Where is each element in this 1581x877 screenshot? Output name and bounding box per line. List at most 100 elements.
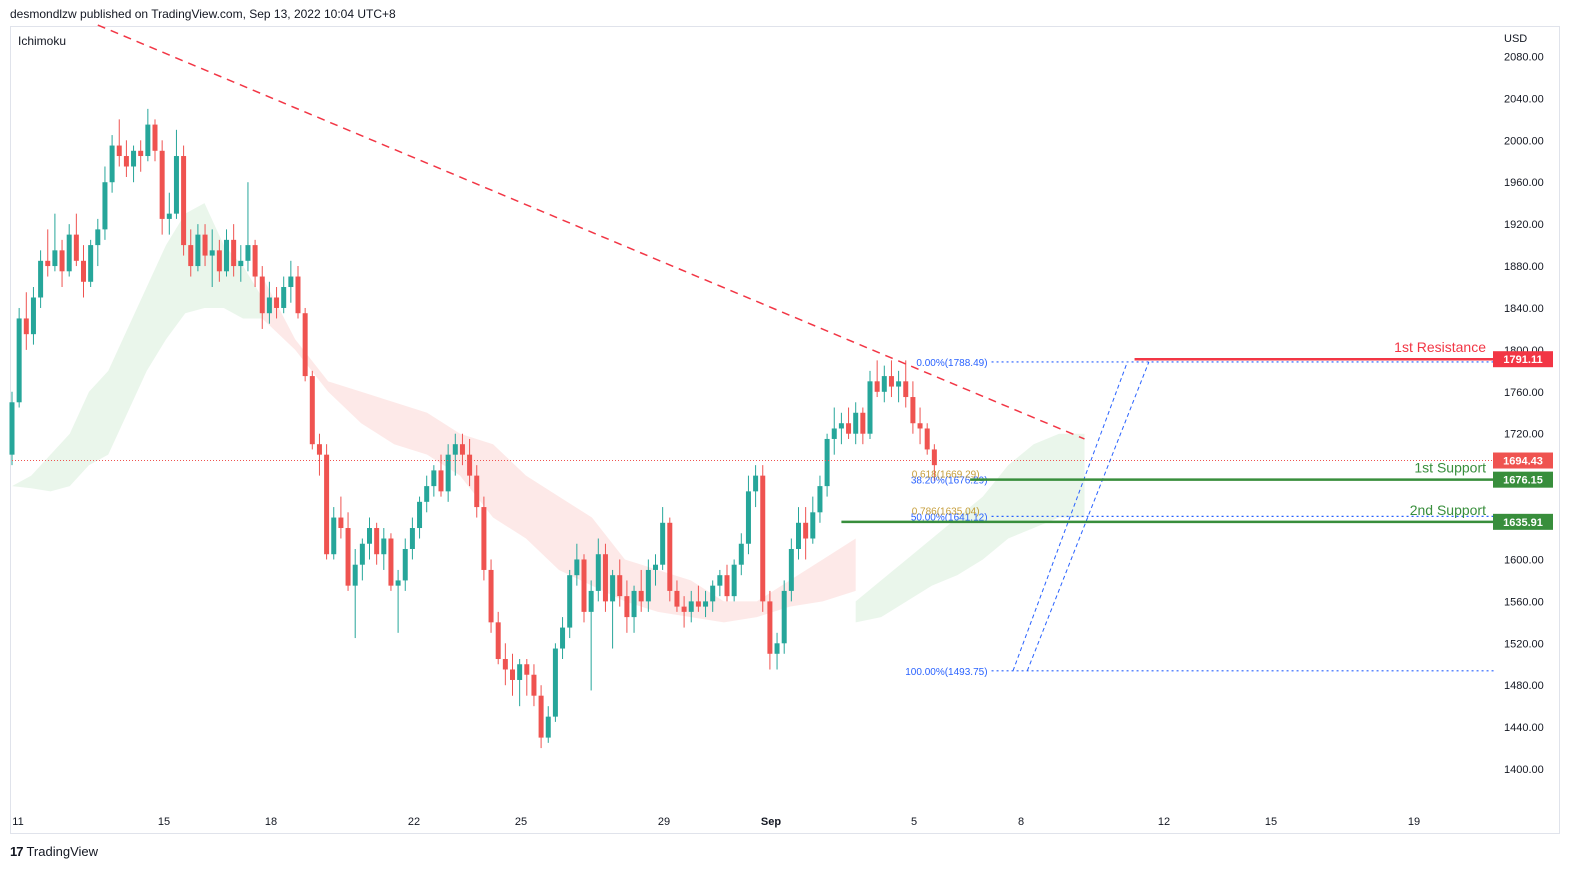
publisher-header: desmondlzw published on TradingView.com,… <box>10 7 396 21</box>
time-tick-label: 25 <box>515 816 527 828</box>
candle-body <box>359 543 365 565</box>
price-tick-label: 1520.00 <box>1504 638 1544 650</box>
candle-body <box>23 318 29 335</box>
candle-body <box>588 590 594 612</box>
candle-body <box>817 486 823 513</box>
candle-body <box>202 234 208 256</box>
currency-label: USD <box>1504 33 1528 45</box>
candle-body <box>574 559 580 576</box>
candle-body <box>281 287 287 308</box>
candle-body <box>638 590 644 602</box>
price-tick-label: 1960.00 <box>1504 177 1544 189</box>
time-tick-label: 29 <box>658 816 670 828</box>
candle-body <box>860 412 866 434</box>
candle-body <box>767 601 773 654</box>
level-name-label: 2nd Support <box>1410 502 1486 518</box>
candle-body <box>617 575 623 597</box>
price-badge-label: 1635.91 <box>1503 517 1543 529</box>
candle-body <box>903 381 909 398</box>
candle-body <box>173 156 179 214</box>
price-badge <box>1493 351 1553 368</box>
candle-body <box>345 528 351 586</box>
candle-body <box>624 596 630 618</box>
candle-body <box>896 381 902 387</box>
candle-body <box>753 475 759 492</box>
candle-body <box>781 590 787 644</box>
candle-body <box>30 297 36 335</box>
price-tick-label: 2000.00 <box>1504 135 1544 147</box>
candle-body <box>667 522 673 591</box>
candle-body <box>717 575 723 586</box>
fib-anchor-line <box>1026 361 1150 671</box>
footer-logo-text: TradingView <box>26 844 99 859</box>
candle-body <box>295 276 301 314</box>
fib-level-label: 100.00%(1493.75) <box>905 667 987 678</box>
candle-body <box>710 585 716 602</box>
candle-body <box>774 643 780 654</box>
candle-body <box>788 548 794 591</box>
candle-body <box>846 423 852 434</box>
candle-body <box>731 564 737 597</box>
candle-body <box>474 475 480 508</box>
candle-body <box>95 229 101 246</box>
candle-body <box>738 543 744 565</box>
candle-body <box>538 695 544 738</box>
tradingview-footer[interactable]: 17 TradingView <box>10 844 98 859</box>
candle-body <box>59 250 65 272</box>
candle-body <box>352 564 358 586</box>
time-tick-label: 11 <box>12 816 23 828</box>
candle-body <box>560 627 566 649</box>
candle-body <box>381 538 387 555</box>
candle-body <box>288 276 294 288</box>
candle-body <box>660 522 666 565</box>
candle-body <box>838 423 844 429</box>
price-tick-label: 1480.00 <box>1504 680 1544 692</box>
candle-body <box>402 548 408 581</box>
candle-body <box>931 449 937 466</box>
time-axis[interactable]: 11 15 18 22 25 29 Sep 5 8 12 15 19 <box>12 816 1420 828</box>
price-tick-label: 1880.00 <box>1504 261 1544 273</box>
candle-body <box>517 664 523 680</box>
candle-body <box>703 601 709 607</box>
price-badge <box>1493 471 1553 488</box>
candle-body <box>602 554 608 602</box>
candle-body <box>524 664 530 675</box>
candle-body <box>695 601 701 607</box>
candle-body <box>16 318 22 403</box>
indicator-label[interactable]: Ichimoku <box>18 34 67 48</box>
fib-level-label: 0.00%(1788.49) <box>916 358 987 369</box>
time-tick-label: 22 <box>408 816 420 828</box>
time-tick-label: 8 <box>1018 816 1024 828</box>
time-tick-label: 5 <box>911 816 917 828</box>
candle-body <box>910 397 916 424</box>
price-badge <box>1493 513 1553 530</box>
level-name-label: 1st Support <box>1414 460 1486 476</box>
candle-body <box>796 522 801 549</box>
candle-body <box>38 260 44 298</box>
candle-body <box>610 575 616 602</box>
price-tick-label: 1440.00 <box>1504 722 1544 734</box>
candle-body <box>88 245 94 282</box>
price-badge-label: 1694.43 <box>1503 456 1543 468</box>
candle-body <box>409 528 415 549</box>
candle-body <box>510 669 515 680</box>
candle-body <box>831 428 837 439</box>
candle-body <box>924 428 930 450</box>
candle-body <box>231 239 237 267</box>
candle-body <box>216 250 222 272</box>
candle-body <box>395 580 401 586</box>
candle-body <box>452 444 458 455</box>
candle-body <box>131 150 137 167</box>
candle-body <box>645 569 651 602</box>
candle-body <box>209 250 215 256</box>
candle-body <box>81 260 86 282</box>
candle-body <box>309 376 315 445</box>
candle-body <box>274 297 280 308</box>
candle-body <box>445 454 451 492</box>
level-name-label: 1st Resistance <box>1394 339 1486 355</box>
candle-body <box>803 522 809 539</box>
candle-body <box>188 245 194 267</box>
price-axis[interactable]: 2080.00 2040.00 2000.00 1960.00 1920.00 1880.… <box>1493 51 1553 776</box>
time-tick-label: 15 <box>158 816 170 828</box>
